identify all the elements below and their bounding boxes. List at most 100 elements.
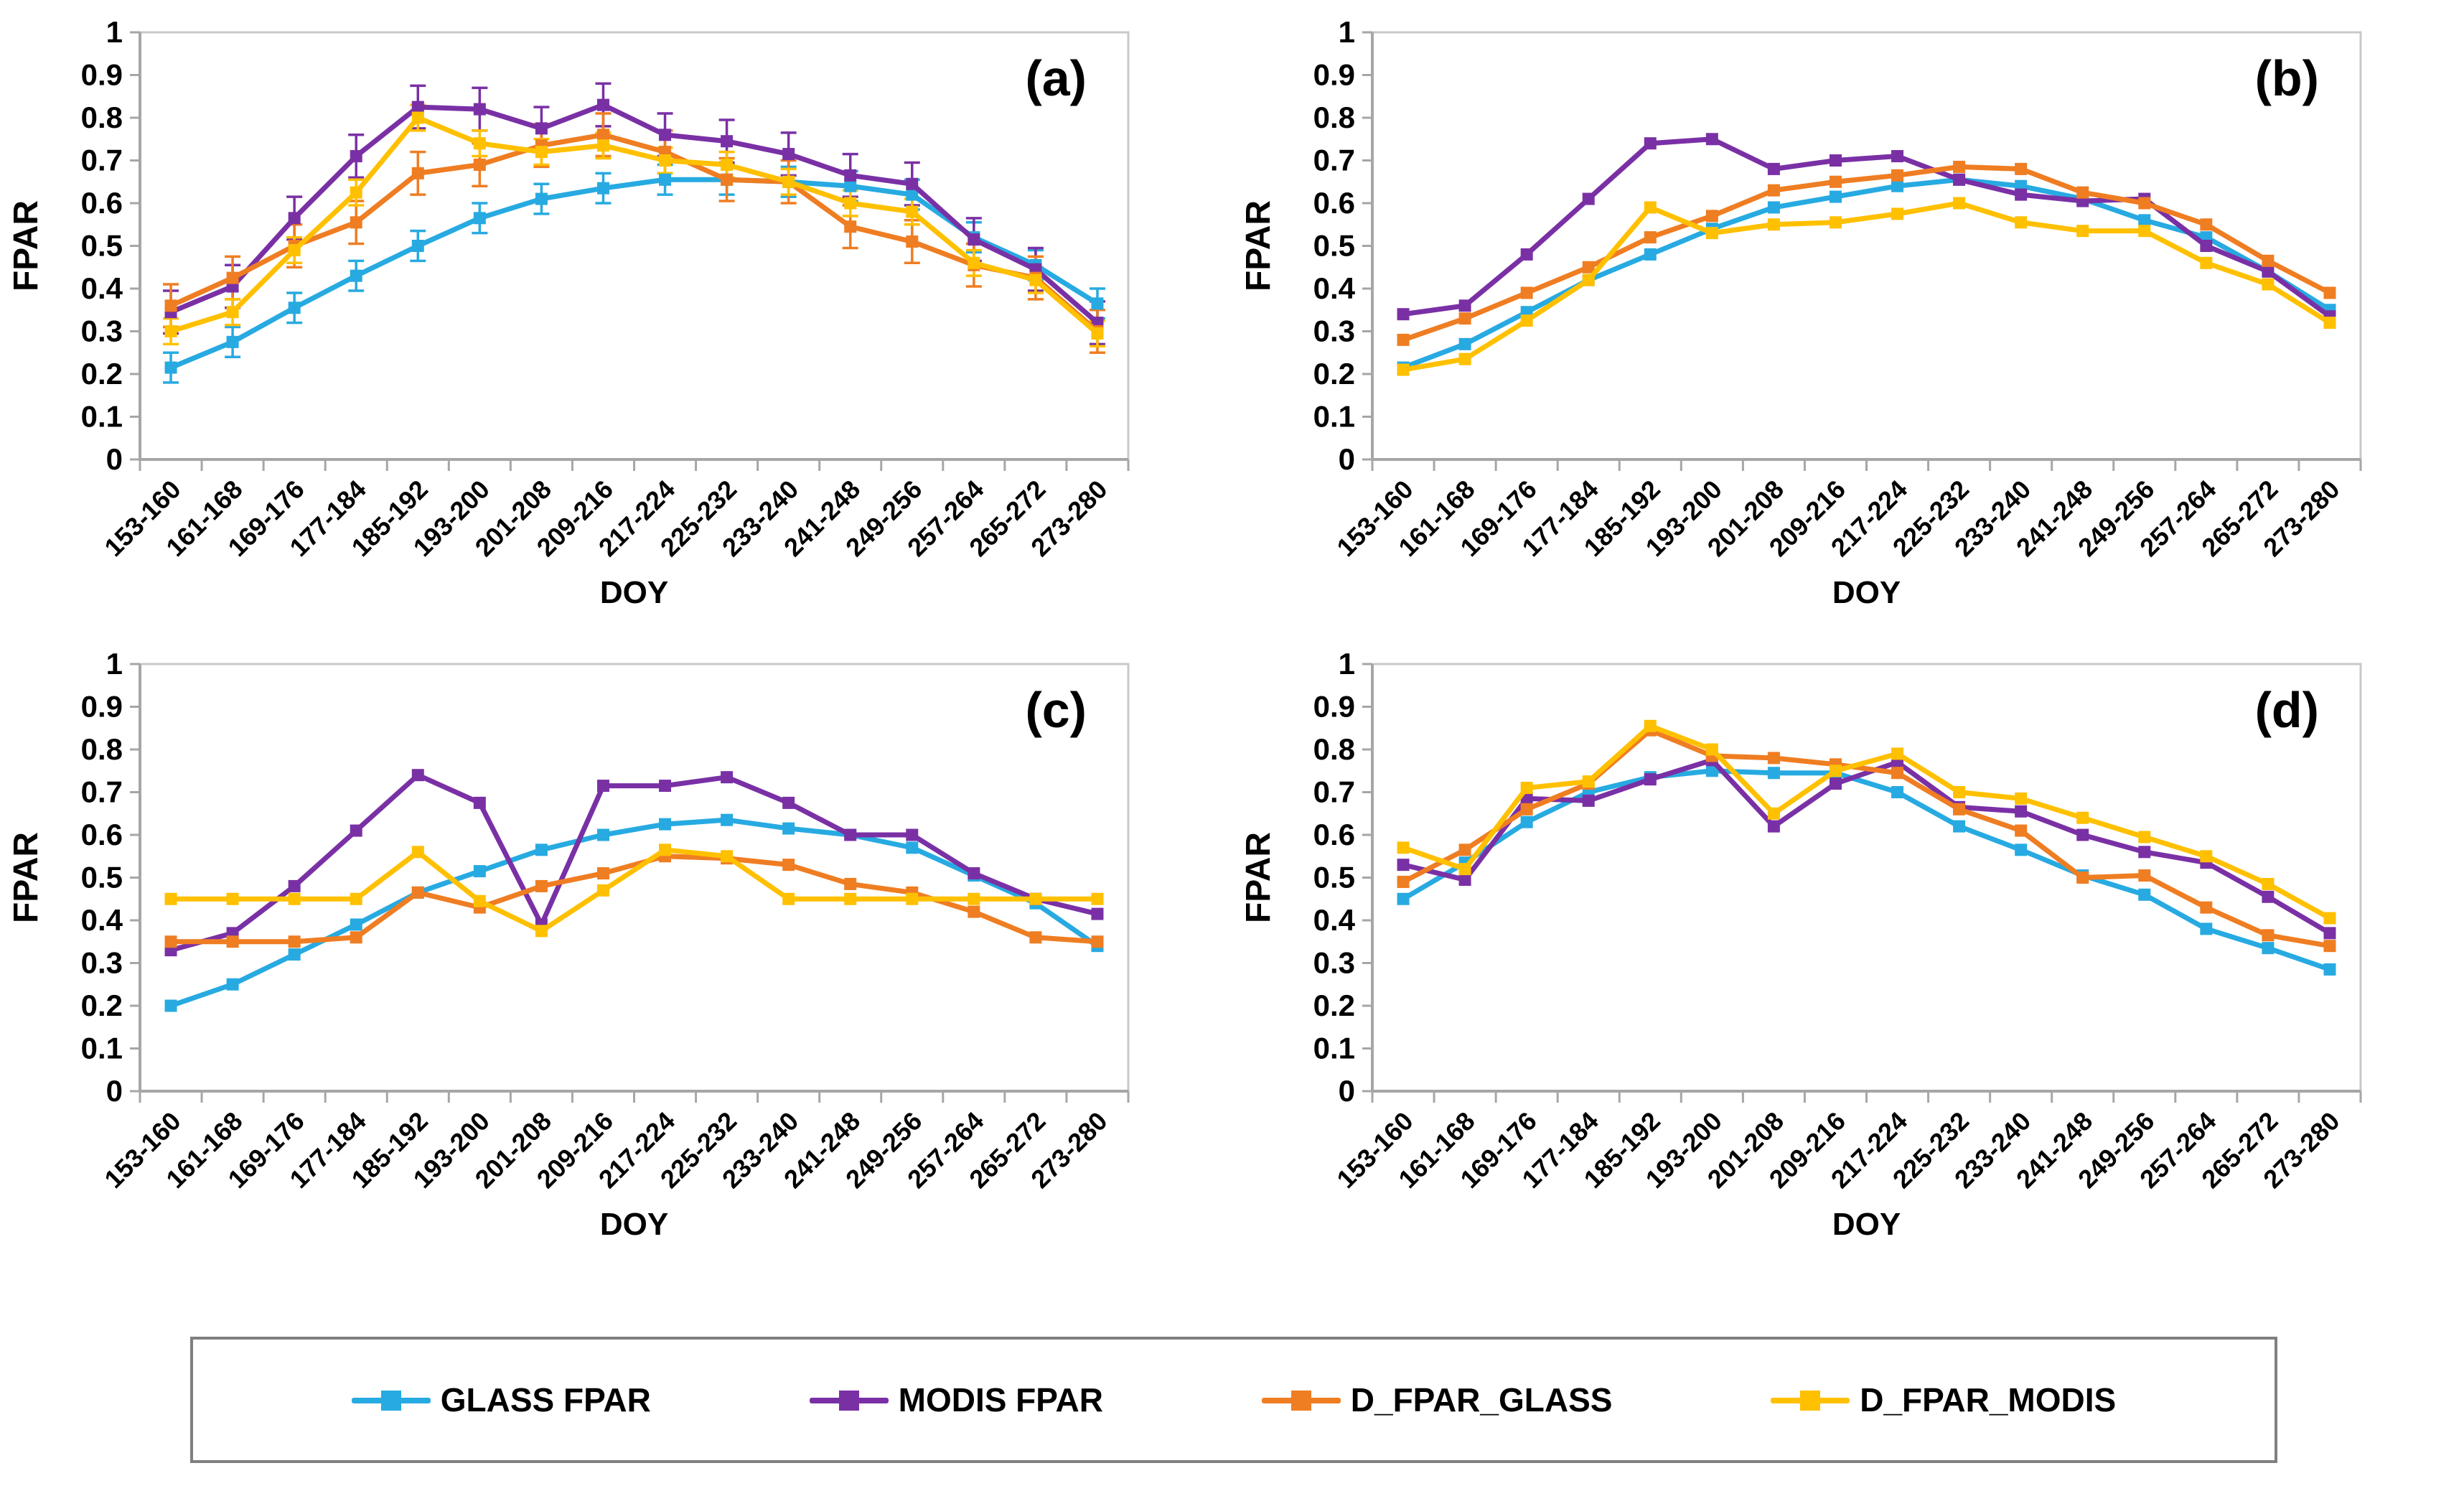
- data-point-marker: [1397, 308, 1410, 321]
- y-tick-label: 0.7: [1313, 144, 1355, 177]
- data-point-marker: [473, 158, 486, 171]
- data-point-marker: [1644, 773, 1657, 786]
- data-point-marker: [1644, 231, 1657, 244]
- data-point-marker: [1829, 190, 1842, 203]
- y-tick-label: 0.8: [1313, 101, 1355, 134]
- data-point-marker: [2323, 927, 2336, 940]
- data-point-marker: [164, 361, 177, 374]
- series-glass-fpar: [164, 813, 1104, 1012]
- data-point-marker: [350, 892, 362, 905]
- data-point-marker: [659, 173, 672, 186]
- y-tick-label: 0.4: [1313, 271, 1356, 305]
- data-point-marker: [782, 892, 795, 905]
- data-point-marker: [1891, 179, 1904, 192]
- data-point-marker: [906, 205, 919, 218]
- data-point-marker: [288, 302, 301, 314]
- data-point-marker: [226, 978, 239, 991]
- data-point-marker: [2323, 963, 2336, 976]
- data-point-marker: [1705, 743, 1718, 756]
- data-point-marker: [2323, 317, 2336, 330]
- series-d-fpar-glass: [1397, 160, 2336, 346]
- data-point-marker: [906, 828, 919, 841]
- x-axis-title: DOY: [1832, 575, 1901, 607]
- data-point-marker: [1582, 794, 1595, 807]
- panel-label: (b): [2255, 50, 2319, 106]
- data-point-marker: [226, 306, 239, 319]
- y-tick-label: 0.5: [1313, 229, 1355, 263]
- data-point-marker: [2262, 254, 2275, 267]
- data-point-marker: [596, 828, 609, 841]
- data-point-marker: [1829, 765, 1842, 777]
- data-point-marker: [1953, 197, 1966, 210]
- data-point-marker: [1891, 169, 1904, 182]
- legend-item-d-fpar-glass: D_FPAR_GLASS: [1261, 1380, 1612, 1419]
- y-tick-label: 0.8: [1313, 732, 1355, 766]
- data-point-marker: [906, 841, 919, 854]
- data-point-marker: [1091, 935, 1104, 948]
- y-tick-label: 0.6: [81, 818, 123, 851]
- data-point-marker: [473, 137, 486, 150]
- y-tick-label: 0.3: [81, 946, 123, 980]
- legend-item-glass-fpar: GLASS FPAR: [351, 1380, 651, 1419]
- chart-panel-b: 00.10.20.30.40.50.60.70.80.91153-160161-…: [1232, 0, 2464, 607]
- data-point-marker: [411, 240, 424, 252]
- panel-label: (c): [1025, 682, 1087, 738]
- data-point-marker: [1397, 841, 1410, 854]
- data-point-marker: [1091, 297, 1104, 310]
- data-point-marker: [721, 771, 734, 784]
- legend-label: MODIS FPAR: [898, 1381, 1103, 1419]
- data-point-marker: [1397, 363, 1410, 376]
- data-point-marker: [2200, 218, 2213, 231]
- y-tick-label: 0.2: [1313, 989, 1355, 1022]
- data-point-marker: [906, 892, 919, 905]
- legend-marker-d-fpar-modis: [1771, 1388, 1850, 1412]
- data-point-marker: [350, 824, 362, 837]
- data-point-marker: [350, 931, 362, 944]
- data-point-marker: [226, 935, 239, 948]
- series-d-fpar-modis: [164, 844, 1104, 938]
- data-point-marker: [968, 892, 980, 905]
- data-point-marker: [844, 828, 857, 841]
- data-point-marker: [721, 135, 734, 148]
- data-point-marker: [1767, 767, 1780, 780]
- data-point-marker: [1458, 352, 1471, 365]
- y-axis-title: FPAR: [7, 200, 45, 291]
- data-point-marker: [1953, 820, 1966, 833]
- data-point-marker: [659, 154, 672, 167]
- y-tick-label: 0.4: [1313, 903, 1356, 937]
- series-glass-fpar: [1397, 173, 2336, 374]
- y-tick-label: 0.1: [1313, 1032, 1355, 1065]
- data-point-marker: [473, 865, 486, 878]
- data-point-marker: [2200, 256, 2213, 269]
- data-point-marker: [1953, 160, 1966, 173]
- y-tick-label: 1: [1339, 15, 1355, 49]
- data-point-marker: [288, 243, 301, 256]
- y-axis-title: FPAR: [1240, 832, 1278, 923]
- data-point-marker: [1953, 786, 1966, 798]
- data-point-marker: [1458, 337, 1471, 350]
- data-point-marker: [411, 111, 424, 124]
- data-point-marker: [1458, 312, 1471, 325]
- y-tick-label: 0.8: [81, 101, 123, 134]
- data-point-marker: [1582, 274, 1595, 286]
- data-point-marker: [2323, 286, 2336, 299]
- data-point-marker: [2200, 240, 2213, 252]
- data-point-marker: [2262, 942, 2275, 955]
- y-tick-label: 0.7: [81, 144, 123, 177]
- data-point-marker: [1767, 201, 1780, 214]
- data-point-marker: [1644, 201, 1657, 214]
- data-point-marker: [1520, 286, 1533, 299]
- data-point-marker: [1458, 863, 1471, 876]
- data-point-marker: [906, 177, 919, 190]
- data-point-marker: [2138, 831, 2151, 844]
- data-point-marker: [782, 859, 795, 871]
- data-point-marker: [1705, 133, 1718, 146]
- data-point-marker: [1705, 227, 1718, 240]
- y-tick-label: 0.6: [1313, 818, 1355, 851]
- data-point-marker: [2076, 186, 2089, 199]
- data-point-marker: [2015, 824, 2028, 837]
- data-point-marker: [1582, 261, 1595, 274]
- data-point-marker: [782, 822, 795, 835]
- data-point-marker: [596, 139, 609, 152]
- data-point-marker: [2138, 846, 2151, 859]
